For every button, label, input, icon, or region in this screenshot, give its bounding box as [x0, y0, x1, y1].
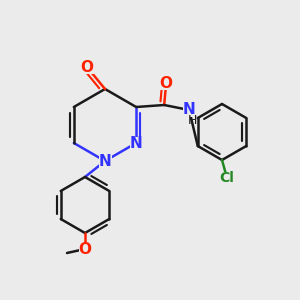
FancyBboxPatch shape — [130, 136, 143, 149]
FancyBboxPatch shape — [98, 154, 112, 167]
FancyBboxPatch shape — [79, 242, 92, 256]
FancyBboxPatch shape — [183, 103, 195, 116]
Text: N: N — [183, 103, 196, 118]
Text: N: N — [130, 136, 142, 151]
Text: O: O — [79, 242, 92, 256]
FancyBboxPatch shape — [160, 76, 173, 89]
FancyBboxPatch shape — [218, 172, 236, 184]
Text: O: O — [160, 76, 173, 91]
Text: Cl: Cl — [220, 171, 234, 185]
Text: H: H — [188, 115, 197, 128]
FancyBboxPatch shape — [80, 61, 94, 74]
Text: O: O — [80, 59, 94, 74]
Text: N: N — [99, 154, 111, 169]
